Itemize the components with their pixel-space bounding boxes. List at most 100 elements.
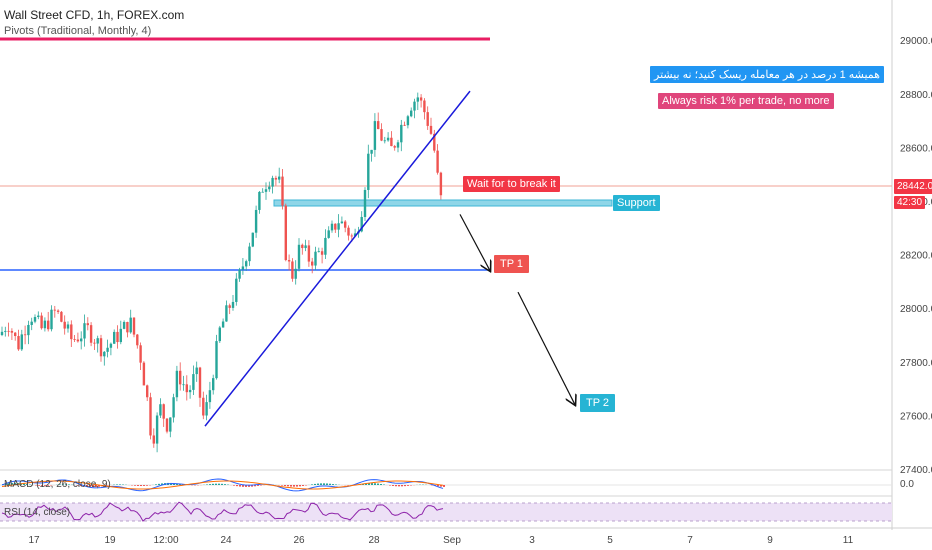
forecast-arrow-tp1[interactable] xyxy=(459,214,490,270)
ascending-trendline[interactable] xyxy=(204,90,471,427)
candle-body xyxy=(50,309,53,330)
macd-histogram-bar xyxy=(212,483,214,485)
x-tick-label: 24 xyxy=(220,535,232,546)
forecast-arrow-tp2[interactable] xyxy=(517,291,575,405)
candle-body xyxy=(419,97,423,101)
candle-body xyxy=(261,191,264,193)
candle-body xyxy=(14,332,17,337)
macd-histogram-bar xyxy=(326,483,328,485)
candle-body xyxy=(231,301,235,308)
macd-label[interactable]: MACD (12, 26, close, 9) xyxy=(4,479,111,490)
candle-body xyxy=(185,384,188,393)
macd-histogram-bar xyxy=(251,485,253,487)
macd-histogram-bar xyxy=(302,485,304,486)
rsi-label[interactable]: RSI (14, close) xyxy=(4,507,71,518)
candle-body xyxy=(436,150,439,173)
macd-histogram-bar xyxy=(284,485,286,486)
candle-body xyxy=(380,129,383,141)
candle-body xyxy=(129,317,132,333)
rsi-pane xyxy=(0,501,892,522)
candle-body xyxy=(439,172,443,196)
candle-body xyxy=(416,97,419,102)
candle-body xyxy=(350,235,353,237)
candle-body xyxy=(23,334,27,336)
macd-histogram-bar xyxy=(320,483,322,485)
risk-note[interactable]: Always risk 1% per trade, no more xyxy=(658,93,834,109)
macd-histogram-bar xyxy=(296,485,298,487)
candle-body xyxy=(314,251,317,266)
macd-histogram-bar xyxy=(11,482,13,485)
candle-body xyxy=(271,177,274,187)
macd-histogram-bar xyxy=(407,485,409,486)
persian-risk-note[interactable]: همیشه 1 درصد در هر معامله ریسک کنید؛ نه … xyxy=(650,66,884,83)
tp1-label[interactable]: TP 1 xyxy=(494,255,530,273)
x-tick-label: 3 xyxy=(529,535,535,546)
candle-body xyxy=(113,331,116,344)
macd-histogram-bar xyxy=(8,483,10,485)
candle-body xyxy=(152,435,155,444)
candle-body xyxy=(340,221,344,224)
candle-body xyxy=(281,176,284,206)
candle-body xyxy=(86,323,89,326)
macd-histogram-bar xyxy=(119,484,121,485)
y-tick-label: 27600.0 xyxy=(900,411,932,422)
candle-body xyxy=(30,321,33,325)
macd-histogram-bar xyxy=(287,485,289,487)
macd-histogram-bar xyxy=(215,483,217,485)
symbol-title[interactable]: Wall Street CFD, 1h, FOREX.com xyxy=(4,8,185,22)
macd-line xyxy=(1,478,444,492)
candle-body xyxy=(363,189,367,217)
candle-body xyxy=(142,362,146,386)
macd-histogram-bar xyxy=(332,484,334,485)
rsi-band xyxy=(0,503,892,521)
macd-histogram-bar xyxy=(311,484,313,485)
candle-body xyxy=(198,367,202,398)
macd-histogram-bar xyxy=(155,484,157,485)
macd-histogram-bar xyxy=(5,483,7,485)
support-label[interactable]: Support xyxy=(613,195,660,211)
candle-body xyxy=(248,246,251,262)
macd-histogram-bar xyxy=(23,483,25,485)
candle-body xyxy=(175,370,179,398)
candle-body xyxy=(99,338,103,357)
x-tick-label: Sep xyxy=(443,535,461,546)
candle-body xyxy=(294,268,297,279)
x-axis-ticks: 17 19 12:00 24 26 28 Sep 3 5 7 9 11 xyxy=(28,535,853,546)
macd-histogram-bar xyxy=(377,483,379,485)
macd-histogram-bar xyxy=(242,485,244,487)
macd-histogram-bar xyxy=(173,483,175,485)
candle-body xyxy=(225,305,228,322)
macd-histogram-bar xyxy=(392,485,394,486)
tp2-label[interactable]: TP 2 xyxy=(580,394,616,412)
candle-body xyxy=(162,404,165,419)
candle-body xyxy=(63,321,66,329)
candle-body xyxy=(109,343,113,348)
candle-body xyxy=(116,331,119,343)
macd-histogram-bar xyxy=(335,484,337,485)
pivot-indicator-label[interactable]: Pivots (Traditional, Monthly, 4) xyxy=(4,25,152,37)
support-zone[interactable] xyxy=(273,199,613,207)
candle-body xyxy=(390,137,393,147)
macd-histogram-bar xyxy=(14,482,16,485)
candle-body xyxy=(429,125,433,134)
candle-body xyxy=(0,331,4,335)
macd-histogram-bar xyxy=(137,485,139,486)
macd-histogram-bar xyxy=(224,484,226,485)
candle-body xyxy=(410,110,413,117)
candle-body xyxy=(70,324,73,340)
macd-histogram-bar xyxy=(443,485,445,487)
macd-histogram-bar xyxy=(236,485,238,487)
candle-body xyxy=(155,415,159,444)
macd-histogram-bar xyxy=(401,485,403,487)
last-price-tag: 28442.0 xyxy=(894,179,932,194)
wait-for-break-label[interactable]: Wait for to break it xyxy=(463,176,560,192)
macd-histogram-bar xyxy=(95,485,97,488)
candle-body xyxy=(93,342,96,344)
candle-body xyxy=(192,374,195,390)
candle-body xyxy=(149,397,152,436)
macd-histogram-bar xyxy=(257,485,259,486)
candle-body xyxy=(76,339,80,342)
candle-body xyxy=(426,112,429,126)
macd-histogram-bar xyxy=(404,485,406,487)
